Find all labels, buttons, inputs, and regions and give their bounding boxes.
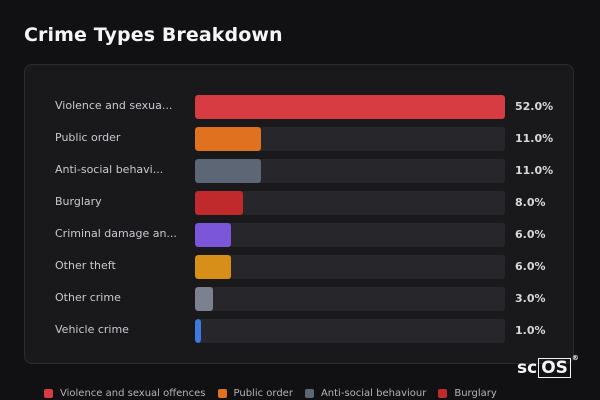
chart-legend: Violence and sexual offences Public order…	[44, 386, 509, 400]
bar-track	[195, 159, 505, 183]
bar-value-label: 6.0%	[515, 260, 546, 273]
bar-value-label: 1.0%	[515, 324, 546, 337]
bar-label: Vehicle crime	[55, 323, 129, 336]
logo-text: sc	[517, 358, 538, 378]
bar-row-anti-social: Anti-social behavi... 11.0%	[25, 159, 575, 183]
legend-item: Burglary	[438, 387, 497, 399]
bar-track	[195, 223, 505, 247]
bar-value-label: 6.0%	[515, 228, 546, 241]
bar-row-criminal-damage: Criminal damage an... 6.0%	[25, 223, 575, 247]
bar-track	[195, 127, 505, 151]
bar-fill	[195, 159, 261, 183]
legend-item: Public order	[217, 387, 293, 399]
chart-card: Violence and sexua... 52.0% Public order 11…	[24, 64, 574, 364]
bar-fill	[195, 255, 231, 279]
bar-row-other-crime: Other crime 3.0%	[25, 287, 575, 311]
bar-value-label: 11.0%	[515, 132, 554, 145]
legend-swatch	[438, 388, 448, 398]
bar-track	[195, 319, 505, 343]
bar-label: Anti-social behavi...	[55, 163, 164, 176]
bar-label: Criminal damage an...	[55, 227, 177, 240]
bar-label: Public order	[55, 131, 121, 144]
bar-track	[195, 95, 505, 119]
scos-logo: sc OS ®	[517, 354, 579, 378]
bar-row-public-order: Public order 11.0%	[25, 127, 575, 151]
bar-fill	[195, 287, 213, 311]
bar-label: Burglary	[55, 195, 102, 208]
page-title: Crime Types Breakdown	[24, 24, 283, 46]
bar-value-label: 11.0%	[515, 164, 554, 177]
bar-track	[195, 255, 505, 279]
legend-label: Public order	[233, 387, 293, 399]
bar-label: Other theft	[55, 259, 116, 272]
registered-mark: ®	[571, 354, 579, 362]
legend-label: Violence and sexual offences	[60, 387, 206, 399]
legend-swatch	[44, 388, 53, 398]
bar-row-other-theft: Other theft 6.0%	[25, 255, 575, 279]
bar-label: Other crime	[55, 291, 121, 304]
legend-label: Burglary	[454, 387, 497, 399]
bar-track	[195, 287, 505, 311]
legend-label: Anti-social behaviour	[320, 387, 427, 399]
legend-swatch	[217, 388, 227, 398]
legend-swatch	[304, 388, 314, 398]
bar-fill	[195, 127, 261, 151]
bar-fill	[195, 95, 505, 119]
bar-row-violence: Violence and sexua... 52.0%	[25, 95, 575, 119]
legend-item: Anti-social behaviour	[304, 387, 427, 399]
legend-item: Violence and sexual offences	[44, 388, 206, 399]
logo-box-text: OS	[538, 358, 571, 378]
bar-track	[195, 191, 505, 215]
bar-value-label: 52.0%	[515, 100, 554, 113]
bar-fill	[195, 319, 201, 343]
bar-row-burglary: Burglary 8.0%	[25, 191, 575, 215]
bar-value-label: 8.0%	[515, 196, 546, 209]
bar-fill	[195, 191, 243, 215]
bar-fill	[195, 223, 231, 247]
bar-row-vehicle-crime: Vehicle crime 1.0%	[25, 319, 575, 343]
bar-label: Violence and sexua...	[55, 99, 173, 112]
bar-value-label: 3.0%	[515, 292, 546, 305]
